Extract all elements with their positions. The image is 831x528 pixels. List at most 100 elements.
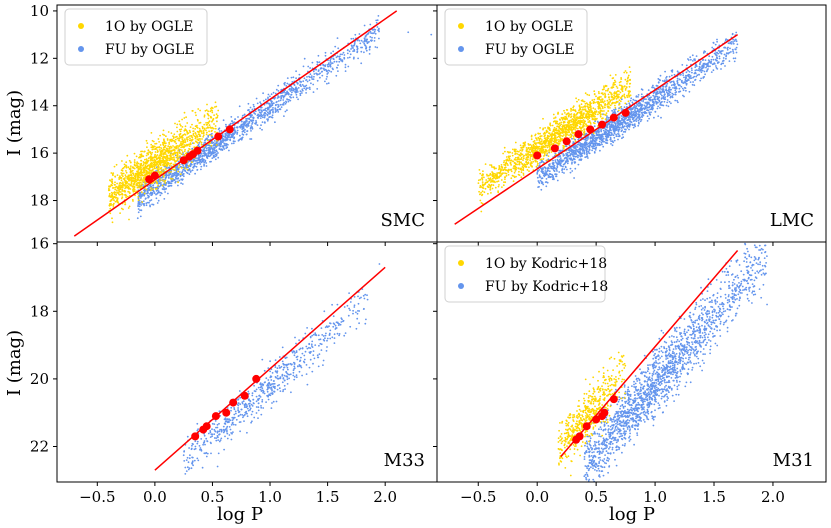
- lmc-fu-point: [643, 104, 646, 107]
- lmc-fu-point: [560, 165, 563, 167]
- smc-fu-point: [277, 84, 280, 87]
- smc-fu-point: [147, 196, 150, 199]
- smc-fu-point: [234, 118, 237, 120]
- smc-1o-point: [186, 136, 188, 139]
- smc-1o-point: [134, 162, 136, 164]
- smc-1o-point: [174, 161, 177, 163]
- smc-1o-point: [149, 169, 152, 172]
- lmc-fu-point: [607, 135, 609, 138]
- smc-1o-point: [115, 193, 118, 196]
- smc-fu-point: [158, 182, 161, 185]
- smc-fu-point: [175, 174, 177, 177]
- smc-1o-point: [121, 160, 123, 162]
- smc-1o-point: [209, 110, 212, 113]
- lmc-fu-point: [583, 146, 586, 149]
- lmc-fu-point: [566, 168, 568, 171]
- smc-1o-point: [157, 138, 160, 140]
- smc-1o-point: [206, 126, 209, 129]
- lmc-fu-point: [585, 149, 588, 152]
- smc-fu-point: [245, 117, 248, 120]
- lmc-fu-point: [626, 106, 628, 108]
- smc-1o-point: [185, 116, 188, 119]
- smc-1o-point: [185, 138, 188, 140]
- smc-fu-point: [142, 200, 145, 203]
- lmc-1o-point: [561, 113, 564, 115]
- lmc-fu-point: [636, 104, 639, 106]
- smc-1o-point: [155, 180, 157, 183]
- lmc-fu-point: [659, 107, 661, 109]
- smc-fu-point: [256, 114, 259, 117]
- smc-1o-point: [126, 177, 129, 180]
- smc-fu-point: [215, 153, 218, 155]
- lmc-fu-point: [554, 173, 556, 176]
- lmc-fu-point: [724, 39, 727, 42]
- lmc-fu-point: [664, 70, 666, 73]
- smc-1o-point: [137, 171, 140, 173]
- lmc-1o-point: [500, 164, 503, 166]
- lmc-fu-point: [584, 145, 586, 147]
- lmc-fu-point: [713, 52, 716, 55]
- lmc-fu-point: [583, 149, 585, 152]
- smc-fu-point: [375, 19, 378, 22]
- smc-1o-point: [166, 163, 169, 166]
- smc-fu-point: [374, 32, 377, 35]
- smc-1o-point: [191, 161, 193, 164]
- smc-fu-point: [280, 106, 283, 108]
- smc-relation-line: [73, 10, 398, 237]
- smc-fu-point: [271, 116, 274, 119]
- smc-fu-point: [233, 137, 235, 140]
- smc-1o-point: [175, 135, 178, 138]
- lmc-fu-point: [618, 135, 621, 138]
- smc-1o-point: [118, 182, 121, 185]
- smc-fu-point: [268, 104, 271, 107]
- smc-fu-point: [243, 113, 246, 116]
- lmc-fu-point: [633, 104, 636, 107]
- lmc-fu-point: [679, 78, 681, 81]
- lmc-fu-point: [701, 69, 704, 72]
- smc-fu-point: [301, 89, 304, 92]
- smc-1o-point: [175, 142, 178, 145]
- smc-1o-point: [196, 126, 198, 128]
- smc-fu-point: [167, 180, 169, 183]
- smc-fu-point: [316, 63, 319, 66]
- smc-1o-point: [181, 143, 184, 146]
- lmc-fu-point: [702, 62, 705, 65]
- smc-1o-point: [116, 187, 119, 190]
- smc-fu-point: [295, 86, 297, 89]
- smc-1o-point: [192, 130, 195, 133]
- smc-1o-point: [184, 141, 187, 144]
- smc-fu-point: [277, 95, 280, 98]
- lmc-1o-point: [597, 105, 600, 108]
- lmc-fu-point: [674, 93, 677, 96]
- smc-fu-point: [189, 165, 192, 168]
- lmc-fu-point: [733, 60, 736, 63]
- smc-fu-point: [283, 90, 286, 93]
- smc-fu-point: [292, 76, 295, 79]
- smc-1o-point: [121, 172, 124, 175]
- lmc-fu-point: [685, 89, 687, 92]
- smc-fu-point: [329, 63, 332, 66]
- lmc-fu-point: [539, 167, 542, 170]
- smc-1o-point: [176, 151, 179, 154]
- smc-fu-point: [308, 86, 311, 89]
- lmc-fu-point: [630, 110, 633, 113]
- lmc-fu-point: [640, 96, 643, 98]
- smc-fu-point: [289, 95, 291, 98]
- smc-fu-point: [165, 182, 168, 184]
- smc-fu-point: [291, 86, 293, 89]
- lmc-fu-point: [638, 111, 640, 113]
- smc-fu-point: [233, 132, 235, 135]
- smc-1o-point: [150, 171, 153, 174]
- smc-1o-point: [162, 133, 164, 136]
- smc-fu-point: [269, 105, 272, 108]
- lmc-fu-point: [635, 120, 638, 122]
- smc-fu-point: [254, 110, 257, 113]
- smc-fu-point: [170, 176, 173, 179]
- smc-fu-point: [255, 97, 258, 100]
- smc-fu-point: [200, 165, 203, 168]
- lmc-fu-point: [715, 65, 717, 67]
- lmc-fu-point: [632, 98, 635, 101]
- smc-1o-point: [170, 146, 173, 149]
- lmc-fu-point: [536, 171, 539, 174]
- lmc-fu-point: [595, 130, 598, 133]
